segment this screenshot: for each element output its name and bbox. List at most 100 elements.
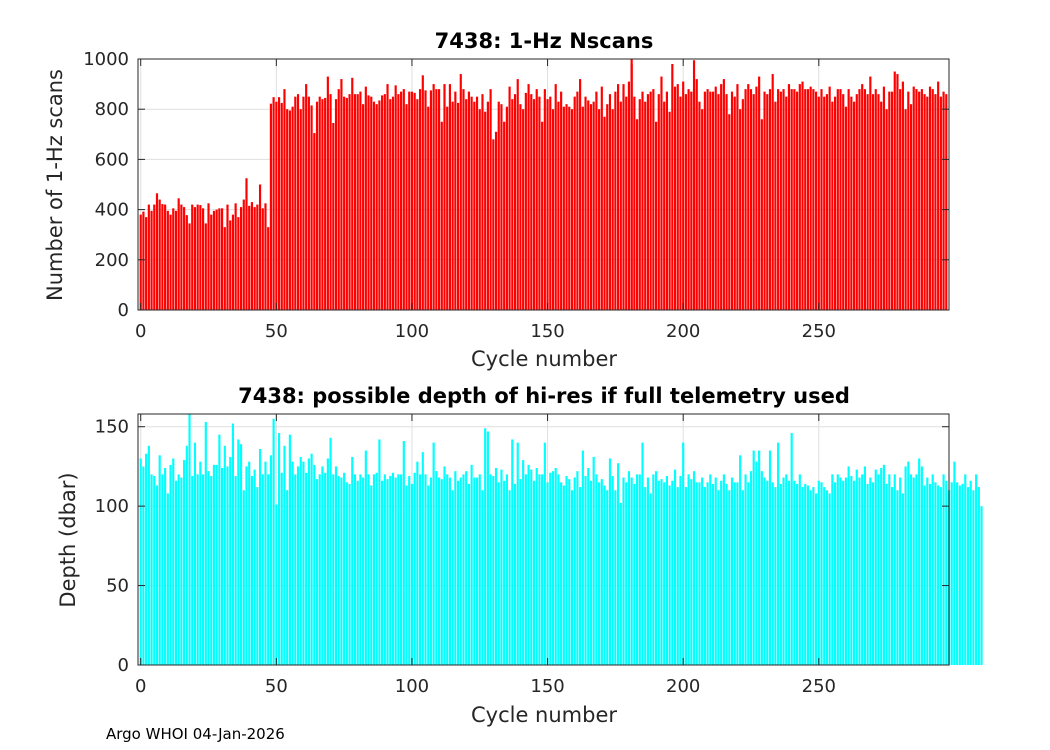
bar — [386, 479, 389, 665]
bar — [554, 84, 557, 310]
bar — [467, 91, 470, 310]
y-tick-label: 800 — [95, 99, 129, 120]
bar — [825, 94, 829, 310]
bar — [470, 464, 473, 665]
bar — [581, 106, 584, 310]
bar — [790, 89, 793, 311]
bar — [676, 84, 679, 310]
bar — [730, 91, 734, 310]
bar — [918, 458, 921, 665]
bar — [329, 437, 332, 665]
bar — [172, 458, 175, 665]
bar — [717, 94, 720, 310]
bar — [603, 116, 606, 310]
bar — [801, 81, 804, 310]
bar — [592, 101, 595, 310]
bar — [584, 475, 587, 665]
bar — [315, 479, 319, 665]
bar — [828, 86, 831, 310]
bar — [942, 91, 945, 310]
bar — [622, 84, 625, 310]
bar — [489, 89, 492, 311]
bar — [337, 89, 340, 311]
bar — [728, 490, 731, 665]
bar — [852, 101, 856, 310]
bar — [695, 79, 698, 310]
bar — [834, 482, 837, 665]
bar — [882, 464, 885, 665]
bar — [538, 474, 541, 665]
bar — [359, 474, 362, 665]
bar — [191, 204, 194, 310]
x-tick-label: 50 — [265, 321, 288, 342]
bar — [812, 487, 815, 665]
bar — [584, 96, 587, 311]
bar — [269, 103, 272, 311]
bar — [671, 64, 674, 311]
bar — [343, 96, 346, 311]
bar — [473, 101, 476, 310]
bar — [785, 474, 788, 665]
bar — [410, 483, 414, 665]
bar — [427, 106, 430, 310]
bar — [950, 482, 953, 665]
bar — [226, 204, 229, 310]
bar — [633, 96, 636, 311]
bar — [153, 475, 156, 665]
bar — [530, 94, 533, 310]
bar — [836, 474, 839, 665]
bar — [560, 482, 563, 665]
bar — [608, 458, 612, 665]
bar — [256, 204, 259, 310]
bar — [242, 199, 245, 310]
chart-title: 7438: possible depth of hi-res if full t… — [238, 384, 850, 408]
y-tick-label: 200 — [95, 250, 129, 271]
bar — [522, 460, 525, 665]
bar — [419, 89, 422, 311]
bar — [459, 477, 462, 665]
bar — [641, 91, 644, 310]
bar — [600, 479, 603, 665]
bar — [617, 84, 620, 310]
bar — [646, 94, 650, 310]
bar — [245, 178, 248, 310]
bar — [652, 474, 655, 665]
bar — [587, 468, 590, 665]
bar — [660, 479, 663, 665]
bar — [391, 96, 395, 311]
bar — [473, 477, 476, 665]
bar — [204, 223, 207, 310]
bar — [945, 94, 948, 310]
bar — [283, 445, 286, 665]
bar — [497, 101, 500, 310]
bar — [798, 474, 801, 665]
bar — [931, 474, 934, 665]
bar — [183, 460, 186, 665]
bar — [703, 487, 706, 665]
bar — [749, 471, 753, 665]
bar — [437, 477, 441, 665]
y-tick-label: 50 — [106, 576, 129, 597]
bar — [695, 482, 698, 665]
bar — [766, 480, 769, 665]
bar — [877, 474, 880, 665]
bar — [806, 89, 810, 311]
bar — [899, 477, 902, 665]
bar — [315, 101, 319, 310]
bar — [161, 204, 164, 310]
bar — [576, 471, 579, 665]
bar — [744, 474, 747, 665]
bar — [492, 139, 495, 310]
bar — [307, 96, 310, 311]
bar — [598, 109, 601, 310]
bar — [164, 468, 167, 665]
bar — [720, 480, 723, 665]
bar — [234, 203, 237, 310]
x-tick-label: 0 — [135, 676, 146, 697]
bar — [391, 472, 395, 665]
bar — [760, 471, 763, 665]
bar — [619, 101, 622, 310]
bar — [318, 96, 321, 311]
bar — [454, 91, 457, 310]
bar — [486, 431, 489, 665]
